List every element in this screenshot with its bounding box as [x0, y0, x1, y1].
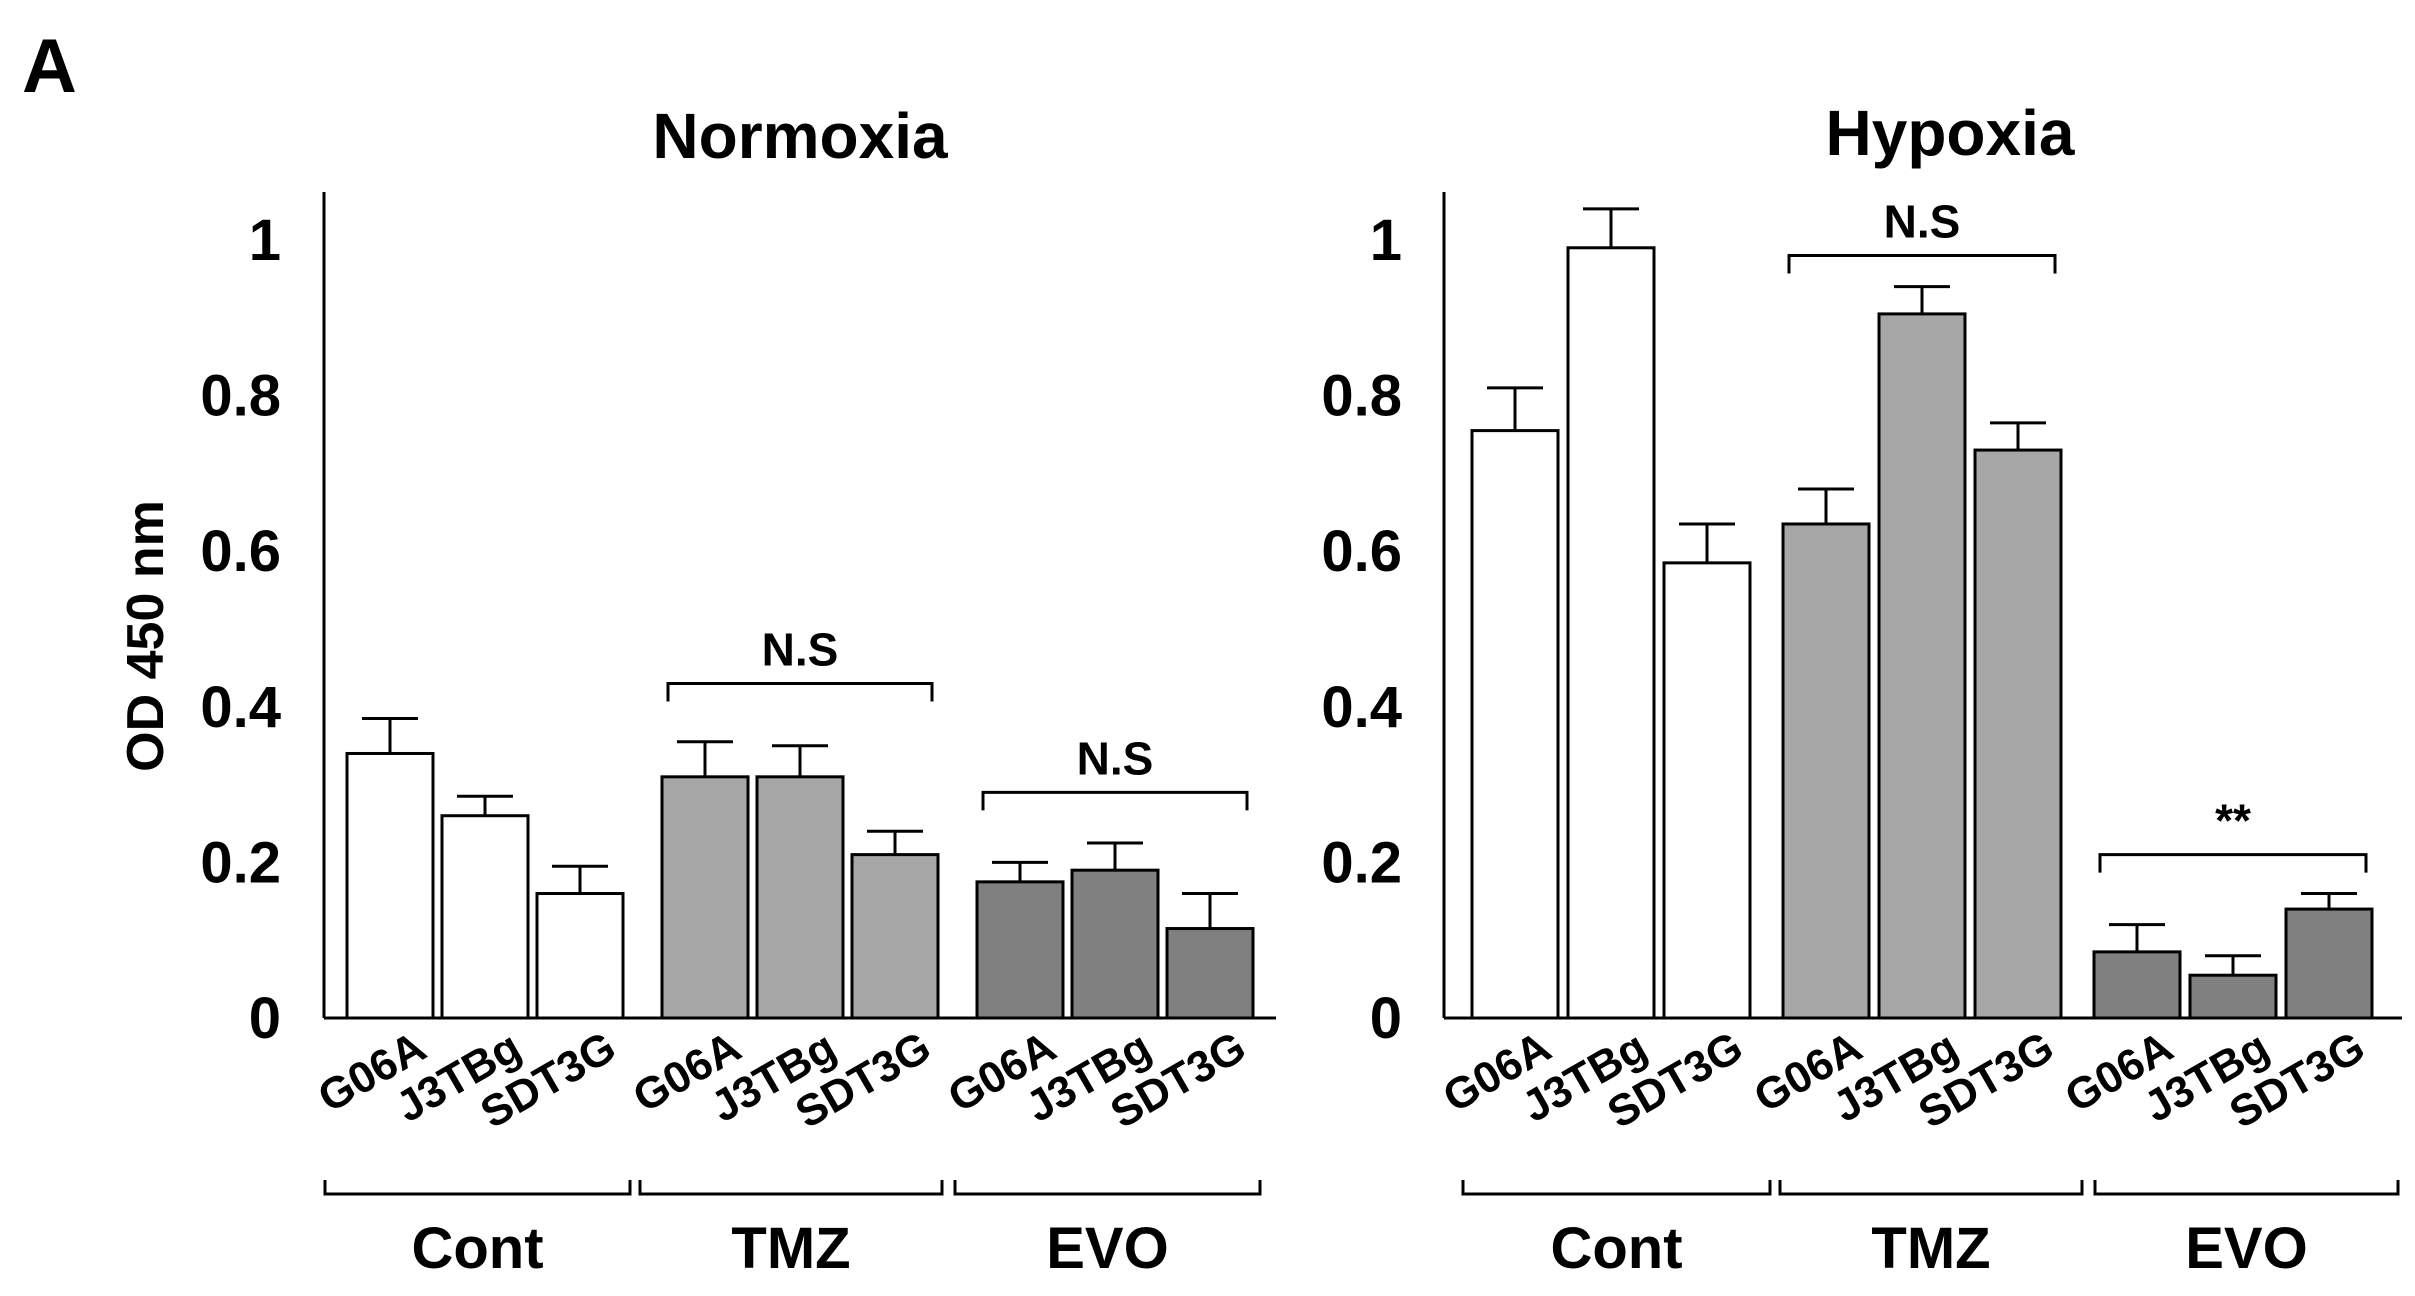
- group-bracket: [1461, 1180, 1772, 1196]
- bar-evo-j3tbg: [2188, 973, 2278, 1020]
- significance-label: N.S: [762, 623, 839, 675]
- group-bracket: [953, 1180, 1262, 1196]
- significance-bracket: [1787, 254, 2057, 274]
- y-tick-label: 1: [1370, 208, 1402, 273]
- hypoxia-chart: Hypoxia00.20.40.60.81G06AJ3TBgSDT3GG06AJ…: [1321, 97, 2402, 1281]
- group-bracket: [2093, 1180, 2400, 1196]
- bar-tmz-j3tbg: [755, 775, 845, 1020]
- group-label: Cont: [1550, 1216, 1682, 1281]
- group-label: EVO: [2185, 1216, 2308, 1281]
- y-tick-label: 0: [249, 986, 281, 1051]
- bar-cont-g06a: [1470, 429, 1560, 1020]
- significance-label: **: [2215, 795, 2251, 847]
- bar-cont-j3tbg: [1566, 246, 1656, 1020]
- bar-tmz-sdt3g: [1973, 448, 2063, 1020]
- bar-tmz-j3tbg: [1877, 312, 1967, 1020]
- bar-cont-sdt3g: [535, 892, 625, 1020]
- y-tick-label: 0.4: [1321, 675, 1402, 740]
- panel-label: A: [22, 24, 77, 109]
- bar-tmz-g06a: [1781, 522, 1871, 1020]
- group-label: Cont: [411, 1216, 543, 1281]
- bar-cont-j3tbg: [440, 814, 530, 1020]
- y-axis-label: OD 450 nm: [117, 500, 175, 772]
- bar-cont-g06a: [345, 751, 435, 1020]
- y-tick-label: 0: [1370, 986, 1402, 1051]
- significance-label: N.S: [1884, 196, 1961, 248]
- group-label: TMZ: [1871, 1216, 1990, 1281]
- y-tick-label: 0.8: [1321, 364, 1402, 429]
- significance-bracket: [2098, 853, 2368, 873]
- significance-label: N.S: [1077, 732, 1154, 784]
- chart-title: Normoxia: [652, 100, 948, 172]
- y-tick-label: 0.8: [200, 364, 281, 429]
- bar-evo-j3tbg: [1070, 868, 1160, 1020]
- group-label: EVO: [1046, 1216, 1169, 1281]
- bar-tmz-g06a: [660, 775, 750, 1020]
- bar-cont-sdt3g: [1662, 561, 1752, 1020]
- significance-bracket: [981, 790, 1249, 811]
- y-tick-label: 0.2: [200, 830, 281, 895]
- bar-tmz-sdt3g: [850, 853, 940, 1020]
- y-tick-label: 0.4: [200, 675, 281, 740]
- bar-evo-sdt3g: [2284, 907, 2374, 1020]
- y-tick-label: 0.6: [1321, 519, 1402, 584]
- y-tick-label: 1: [249, 208, 281, 273]
- bar-evo-sdt3g: [1165, 927, 1255, 1020]
- significance-bracket: [666, 681, 934, 702]
- chart-title: Hypoxia: [1826, 97, 2075, 169]
- group-bracket: [1778, 1180, 2084, 1196]
- y-tick-label: 0.2: [1321, 830, 1402, 895]
- bar-evo-g06a: [2092, 950, 2182, 1020]
- group-bracket: [323, 1180, 632, 1196]
- bar-evo-g06a: [975, 880, 1065, 1020]
- y-tick-label: 0.6: [200, 519, 281, 584]
- group-label: TMZ: [731, 1216, 850, 1281]
- group-bracket: [638, 1180, 944, 1196]
